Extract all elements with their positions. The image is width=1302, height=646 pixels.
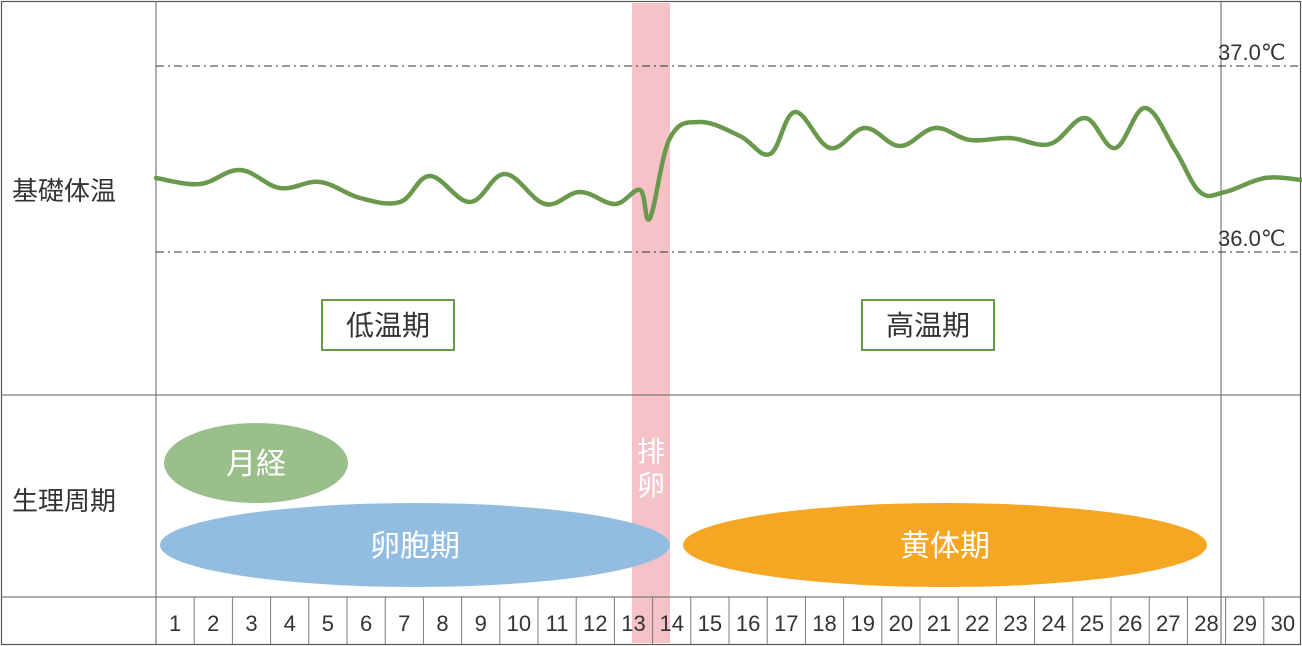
day-label: 29 (1232, 611, 1256, 636)
day-label: 27 (1156, 611, 1180, 636)
low-box-label: 低温期 (346, 310, 430, 341)
day-label: 16 (736, 611, 760, 636)
day-label: 21 (927, 611, 951, 636)
day-label: 23 (1003, 611, 1027, 636)
day-label: 13 (621, 611, 645, 636)
day-label: 3 (245, 611, 257, 636)
high-box-label: 高温期 (886, 310, 970, 341)
day-label: 1 (169, 611, 181, 636)
day-label: 7 (398, 611, 410, 636)
day-label: 9 (475, 611, 487, 636)
day-label: 20 (889, 611, 913, 636)
day-label: 2 (207, 611, 219, 636)
day-label: 12 (583, 611, 607, 636)
day-label: 19 (850, 611, 874, 636)
luteal-ellipse-label: 黄体期 (900, 530, 990, 563)
ovulation-label-2: 卵 (637, 470, 665, 501)
day-label: 26 (1118, 611, 1142, 636)
day-label: 11 (546, 611, 569, 636)
day-label: 8 (436, 611, 448, 636)
follicular-ellipse-label: 卵胞期 (370, 530, 460, 563)
day-label: 24 (1041, 611, 1065, 636)
menstruation-ellipse-label: 月経 (226, 448, 286, 481)
bbt-row-label: 基礎体温 (12, 176, 116, 206)
cycle-row-label: 生理周期 (12, 486, 116, 516)
temp-axis-label: 36.0℃ (1218, 226, 1286, 251)
day-label: 17 (774, 611, 798, 636)
bbt-curve (156, 108, 1302, 220)
day-label: 22 (965, 611, 989, 636)
day-label: 4 (284, 611, 296, 636)
day-label: 6 (360, 611, 372, 636)
bbt-cycle-diagram: 基礎体温生理周期37.0℃36.0℃低温期高温期月経卵胞期黄体期排卵123456… (0, 0, 1302, 646)
day-label: 15 (698, 611, 722, 636)
day-label: 10 (507, 611, 531, 636)
day-label: 5 (322, 611, 334, 636)
day-label: 14 (659, 611, 683, 636)
temp-axis-label: 37.0℃ (1218, 40, 1286, 65)
day-label: 30 (1271, 611, 1295, 636)
day-label: 28 (1194, 611, 1218, 636)
day-label: 25 (1080, 611, 1104, 636)
ovulation-label-1: 排 (637, 436, 665, 467)
day-label: 18 (812, 611, 836, 636)
